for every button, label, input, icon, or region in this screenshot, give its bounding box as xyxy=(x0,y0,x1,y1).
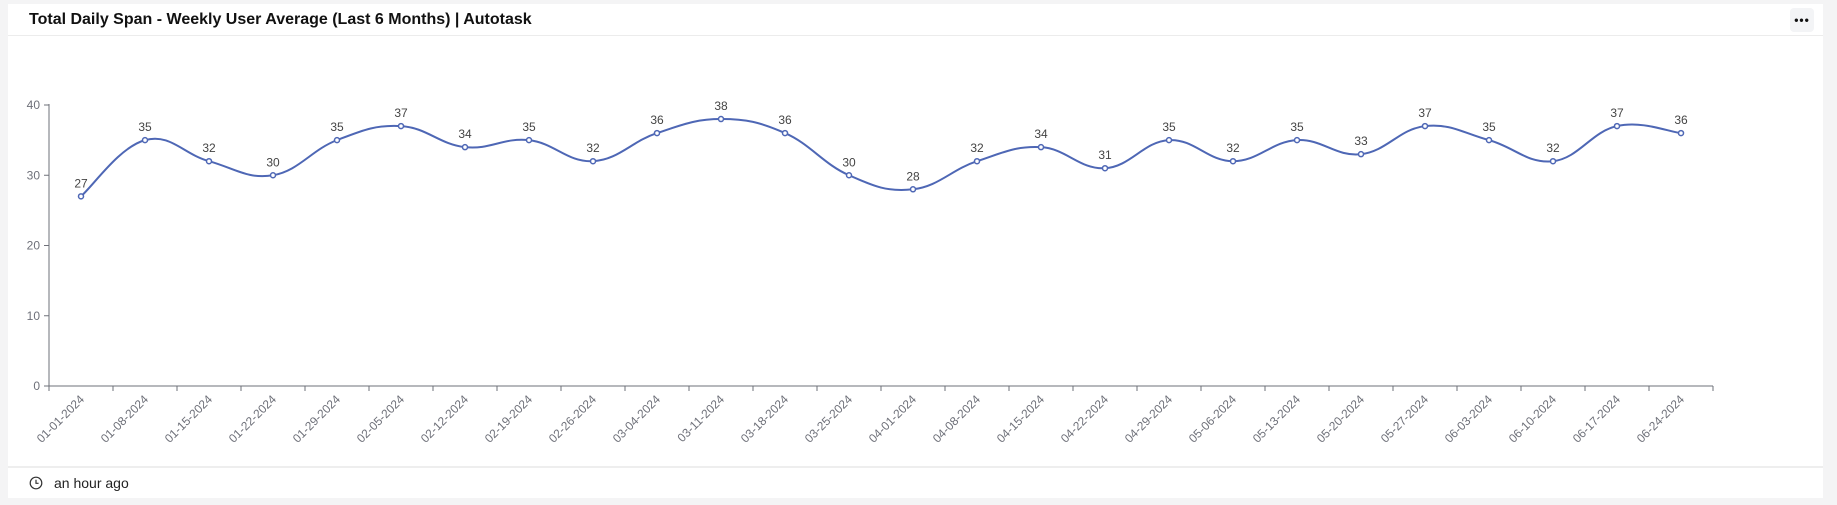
x-tick-label: 04-29-2024 xyxy=(1122,392,1176,446)
x-tick-label: 04-01-2024 xyxy=(866,392,920,446)
data-label: 36 xyxy=(650,113,664,127)
x-tick-label: 04-22-2024 xyxy=(1058,392,1112,446)
chart-card: Total Daily Span - Weekly User Average (… xyxy=(8,4,1823,498)
y-tick-label: 40 xyxy=(27,98,41,112)
x-tick-label: 02-05-2024 xyxy=(354,392,408,446)
x-tick-label: 03-25-2024 xyxy=(802,392,856,446)
data-point xyxy=(525,136,533,144)
x-tick-label: 06-24-2024 xyxy=(1634,392,1688,446)
data-label: 35 xyxy=(330,120,344,134)
card-header: Total Daily Span - Weekly User Average (… xyxy=(8,4,1823,36)
x-tick-label: 06-10-2024 xyxy=(1506,392,1560,446)
data-point xyxy=(589,157,597,165)
data-point xyxy=(333,136,341,144)
x-tick-label: 02-12-2024 xyxy=(418,392,472,446)
x-tick-label: 03-18-2024 xyxy=(738,392,792,446)
data-point xyxy=(397,122,405,130)
y-tick-label: 0 xyxy=(33,379,40,393)
x-tick-label: 05-27-2024 xyxy=(1378,392,1432,446)
data-point xyxy=(717,115,725,123)
series-line xyxy=(80,118,1682,198)
more-options-button[interactable]: ••• xyxy=(1790,8,1814,32)
data-label: 27 xyxy=(74,176,88,190)
data-label: 33 xyxy=(1354,134,1368,148)
data-label: 35 xyxy=(1290,120,1304,134)
data-point xyxy=(205,157,213,165)
data-label: 35 xyxy=(138,120,152,134)
x-tick-label: 05-13-2024 xyxy=(1250,392,1304,446)
x-tick-label: 01-15-2024 xyxy=(162,392,216,446)
x-tick-label: 03-11-2024 xyxy=(674,392,727,445)
x-tick-label: 05-06-2024 xyxy=(1186,392,1240,446)
y-tick-label: 30 xyxy=(27,168,41,182)
data-label: 34 xyxy=(458,127,472,141)
data-point xyxy=(1613,122,1621,130)
data-label: 34 xyxy=(1034,127,1048,141)
data-label: 36 xyxy=(778,113,792,127)
data-label: 32 xyxy=(970,141,984,155)
data-point xyxy=(1485,136,1493,144)
data-label: 37 xyxy=(1418,106,1432,120)
data-point xyxy=(1229,157,1237,165)
ellipsis-icon: ••• xyxy=(1794,13,1810,27)
x-tick-label: 04-08-2024 xyxy=(930,392,984,446)
x-tick-label: 01-29-2024 xyxy=(290,392,344,446)
data-label: 31 xyxy=(1098,148,1112,162)
x-tick-label: 05-20-2024 xyxy=(1314,392,1368,446)
data-label: 32 xyxy=(586,141,600,155)
data-point xyxy=(973,157,981,165)
data-label: 35 xyxy=(522,120,536,134)
data-label: 38 xyxy=(714,99,728,113)
data-point xyxy=(1293,136,1301,144)
data-point xyxy=(781,129,789,137)
chart-title: Total Daily Span - Weekly User Average (… xyxy=(29,11,532,28)
data-point xyxy=(269,172,277,179)
x-tick-label: 02-26-2024 xyxy=(546,392,600,446)
data-point xyxy=(1037,143,1045,151)
data-point xyxy=(845,172,853,179)
x-tick-label: 01-08-2024 xyxy=(98,392,152,446)
data-label: 30 xyxy=(266,155,280,169)
data-point xyxy=(653,129,661,137)
last-updated-text: an hour ago xyxy=(54,475,129,491)
x-tick-label: 02-19-2024 xyxy=(482,392,536,446)
data-point xyxy=(1421,122,1429,130)
y-tick-label: 20 xyxy=(27,239,41,253)
data-label: 36 xyxy=(1674,113,1688,127)
data-label: 32 xyxy=(1226,141,1240,155)
data-label: 28 xyxy=(906,169,920,183)
data-point xyxy=(1677,129,1685,137)
data-point xyxy=(1357,150,1365,158)
x-tick-label: 01-22-2024 xyxy=(226,392,280,446)
x-tick-label: 06-17-2024 xyxy=(1570,392,1624,446)
data-point xyxy=(461,143,469,151)
data-label: 35 xyxy=(1482,120,1496,134)
data-point xyxy=(77,193,85,200)
x-tick-label: 06-03-2024 xyxy=(1442,392,1496,446)
card-footer: an hour ago xyxy=(8,466,1823,500)
x-tick-label: 04-15-2024 xyxy=(994,392,1048,446)
data-point xyxy=(1549,157,1557,165)
data-label: 35 xyxy=(1162,120,1176,134)
data-label: 32 xyxy=(1546,141,1560,155)
data-point xyxy=(1101,164,1109,172)
data-point xyxy=(909,186,917,193)
y-tick-label: 10 xyxy=(27,309,41,323)
data-label: 30 xyxy=(842,155,856,169)
x-tick-label: 03-04-2024 xyxy=(610,392,664,446)
data-label: 37 xyxy=(394,106,408,120)
data-point xyxy=(1165,136,1173,144)
data-label: 37 xyxy=(1610,106,1624,120)
data-point xyxy=(141,136,149,144)
data-label: 32 xyxy=(202,141,216,155)
x-tick-label: 01-01-2024 xyxy=(34,392,88,446)
clock-icon xyxy=(29,476,43,490)
